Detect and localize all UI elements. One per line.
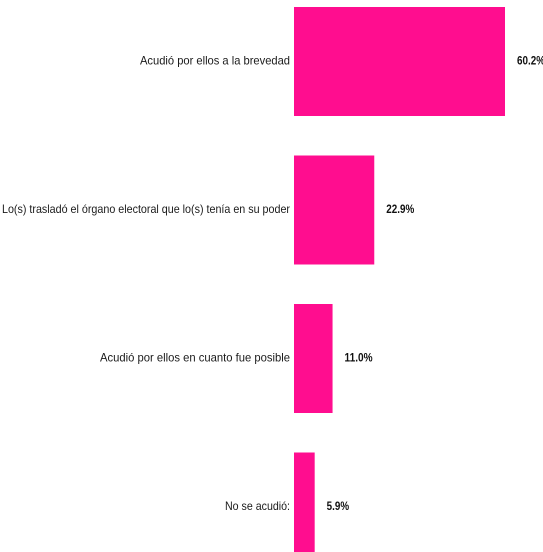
category-label: Acudió por ellos a la brevedad: [140, 54, 290, 68]
value-label: 11.0%: [345, 351, 373, 365]
bar: [294, 304, 333, 413]
bar: [294, 7, 505, 116]
category-label: Lo(s) trasladó el órgano electoral que l…: [2, 202, 290, 216]
value-label: 5.9%: [327, 499, 350, 513]
bar: [294, 452, 315, 552]
value-label: 22.9%: [386, 202, 414, 216]
bars-group: [294, 7, 505, 552]
value-label: 60.2%: [517, 54, 543, 68]
category-label: Acudió por ellos en cuanto fue posible: [100, 351, 290, 365]
value-labels-group: 60.2% 22.9% 11.0% 5.9%: [327, 54, 543, 514]
category-labels-group: Acudió por ellos a la brevedad Lo(s) tras…: [2, 54, 290, 514]
category-label: No se acudió:: [225, 499, 290, 513]
bar: [294, 155, 375, 265]
